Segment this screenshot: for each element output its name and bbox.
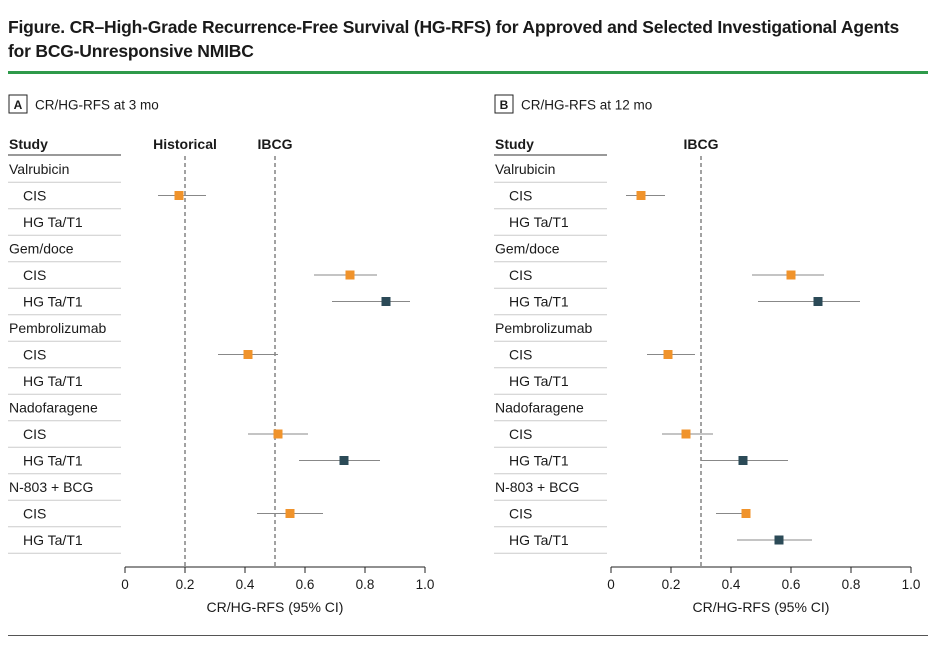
panel-b-point-4 [681,429,691,439]
panel-a-row-label-3: Gem/doce [9,241,74,257]
panel-a-row-label-12: N-803 + BCG [9,479,93,495]
panel-a-row-label-13: CIS [23,506,46,522]
panel-b-row-label-9: Nadofaragene [495,400,584,416]
panel-b-x-tick-label-3: 0.6 [782,577,801,592]
panel-b-row-label-4: CIS [509,267,532,283]
panel-b-row-label-13: CIS [509,506,532,522]
panel-b-row-label-14: HG Ta/T1 [509,532,569,548]
panel-b-row-label-3: Gem/doce [495,241,560,257]
panel-b-point-5 [738,456,748,465]
panel-a-row-label-5: HG Ta/T1 [23,294,83,310]
panel-a-x-axis-label: CR/HG-RFS (95% CI) [207,599,344,615]
panel-a-x-tick-label-1: 0.2 [176,577,195,592]
panel-b-row-label-0: Valrubicin [495,161,555,177]
panel-b-x-tick-label-1: 0.2 [662,577,681,592]
panel-b-row-label-1: CIS [509,188,532,204]
panel-a-row-label-9: Nadofaragene [9,400,98,416]
panel-b-study-header: Study [495,136,534,152]
panel-b-x-tick-label-4: 0.8 [842,577,861,592]
panel-a-x-tick-label-0: 0 [121,577,129,592]
panel-b-x-tick-label-0: 0 [607,577,615,592]
panel-a-x-tick-label-5: 1.0 [416,577,435,592]
panel-b-point-7 [774,535,784,545]
panel-a-reference-label-1: IBCG [258,136,293,152]
panel-a-point-0 [174,191,184,200]
panel-a-letter: A [14,98,23,112]
panel-a-row-label-2: HG Ta/T1 [23,214,83,230]
title-rule [8,71,928,74]
panel-a-row-label-4: CIS [23,267,46,283]
panel-b-reference-label-0: IBCG [684,136,719,152]
bottom-rule [8,635,928,636]
panel-b-row-label-2: HG Ta/T1 [509,214,569,230]
panel-b-row-label-5: HG Ta/T1 [509,294,569,310]
panel-b-point-0 [636,191,646,200]
panel-a-reference-label-0: Historical [153,136,217,152]
panel-a-point-4 [273,429,283,439]
panel-b-row-label-6: Pembrolizumab [495,320,592,336]
panel-a-point-2 [381,297,391,306]
panel-b-row-label-11: HG Ta/T1 [509,453,569,469]
panel-b-x-tick-label-2: 0.4 [722,577,741,592]
panel-b-row-label-7: CIS [509,347,532,363]
panel-b-point-3 [663,350,673,359]
panel-a-row-label-6: Pembrolizumab [9,320,106,336]
panel-a-row-label-14: HG Ta/T1 [23,532,83,548]
panel-b-row-label-10: CIS [509,426,532,442]
panel-b-x-axis-label: CR/HG-RFS (95% CI) [693,599,830,615]
panel-a-row-label-7: CIS [23,347,46,363]
panel-a-row-label-11: HG Ta/T1 [23,453,83,469]
panel-a-row-label-0: Valrubicin [9,161,69,177]
panel-b-x-tick-label-5: 1.0 [902,577,921,592]
panel-a-point-1 [345,270,355,280]
figure-title-line-1: Figure. CR–High-Grade Recurrence-Free Su… [8,17,900,37]
panel-a-x-tick-label-3: 0.6 [296,577,315,592]
figure-title-line-2: for BCG-Unresponsive NMIBC [8,41,254,61]
panel-b-row-label-8: HG Ta/T1 [509,373,569,389]
panel-a-row-label-10: CIS [23,426,46,442]
panel-a-row-label-1: CIS [23,188,46,204]
panel-a-point-6 [285,509,295,518]
panel-a-row-label-8: HG Ta/T1 [23,373,83,389]
panel-a-x-tick-label-2: 0.4 [236,577,255,592]
panel-b-row-label-12: N-803 + BCG [495,479,579,495]
panel-a-title: CR/HG-RFS at 3 mo [35,98,159,113]
panel-a-letter-box [8,94,28,114]
panel-b-point-6 [741,509,751,518]
panel-a-point-5 [339,456,349,465]
panel-a-study-header: Study [9,136,48,152]
panel-b-letter: B [500,98,509,112]
panel-a-x-tick-label-4: 0.8 [356,577,375,592]
figure-title: Figure. CR–High-Grade Recurrence-Free Su… [8,15,928,63]
panel-b-title: CR/HG-RFS at 12 mo [521,98,652,113]
panel-b-point-1 [786,270,796,280]
panel-a-point-3 [243,350,253,359]
panel-b-point-2 [813,297,823,306]
panel-b-letter-box [494,94,514,114]
